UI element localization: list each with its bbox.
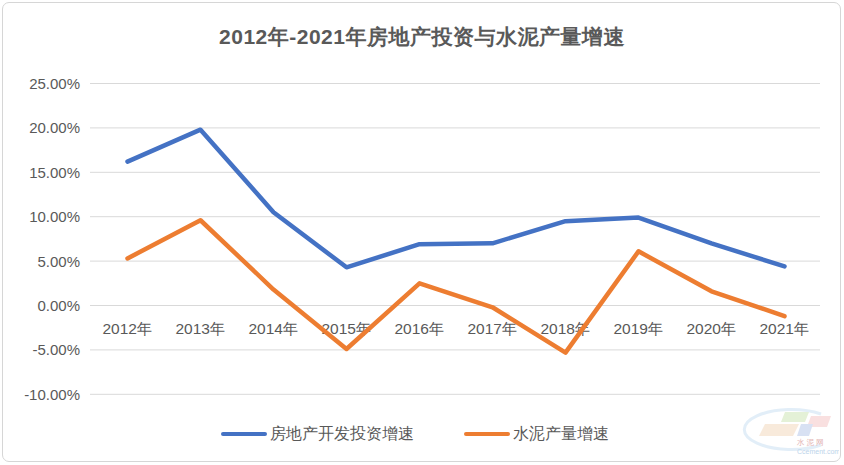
y-axis-tick-label: -5.00% [32,341,80,358]
legend-item-investment: 房地产开发投资增速 [221,424,414,444]
x-axis-tick-label: 2019年 [614,320,664,337]
y-axis-tick-label: 5.00% [37,253,80,270]
watermark-name: 水 泥 网 [796,438,824,447]
y-axis-tick-label: 0.00% [37,297,80,314]
legend-item-cement: 水泥产量增速 [464,424,609,444]
y-axis-tick-label: 20.00% [29,119,80,136]
x-axis-tick-label: 2020年 [687,320,737,337]
x-axis-tick-label: 2016年 [395,320,445,337]
y-axis-tick-label: 15.00% [29,164,80,181]
logo-tan-tile-icon [759,424,799,436]
x-axis-tick-label: 2013年 [176,320,226,337]
cement-net-logo-watermark: 水 泥 网 Ccement.com [727,398,839,460]
x-axis-tick-label: 2014年 [249,320,299,337]
x-axis-tick-label: 2021年 [760,320,810,337]
y-axis-tick-label: 25.00% [29,75,80,92]
y-axis-tick-label: -10.00% [24,386,80,403]
x-axis-tick-label: 2017年 [468,320,518,337]
watermark-domain: Ccement.com [797,448,839,455]
x-axis-tick-label: 2012年 [103,320,153,337]
legend-label: 房地产开发投资增速 [270,424,414,445]
y-axis-tick-label: 10.00% [29,208,80,225]
line-chart: 25.00% 20.00% 15.00% 10.00% 5.00% 0.00% -5.00%… [0,0,844,465]
logo-green-tile-icon [781,412,809,422]
legend: 房地产开发投资增速 水泥产量增速 [0,424,844,444]
legend-line-swatch-orange [464,432,510,437]
logo-blue-tile-icon [797,424,813,436]
legend-label: 水泥产量增速 [513,424,609,445]
legend-line-swatch-blue [221,432,267,437]
